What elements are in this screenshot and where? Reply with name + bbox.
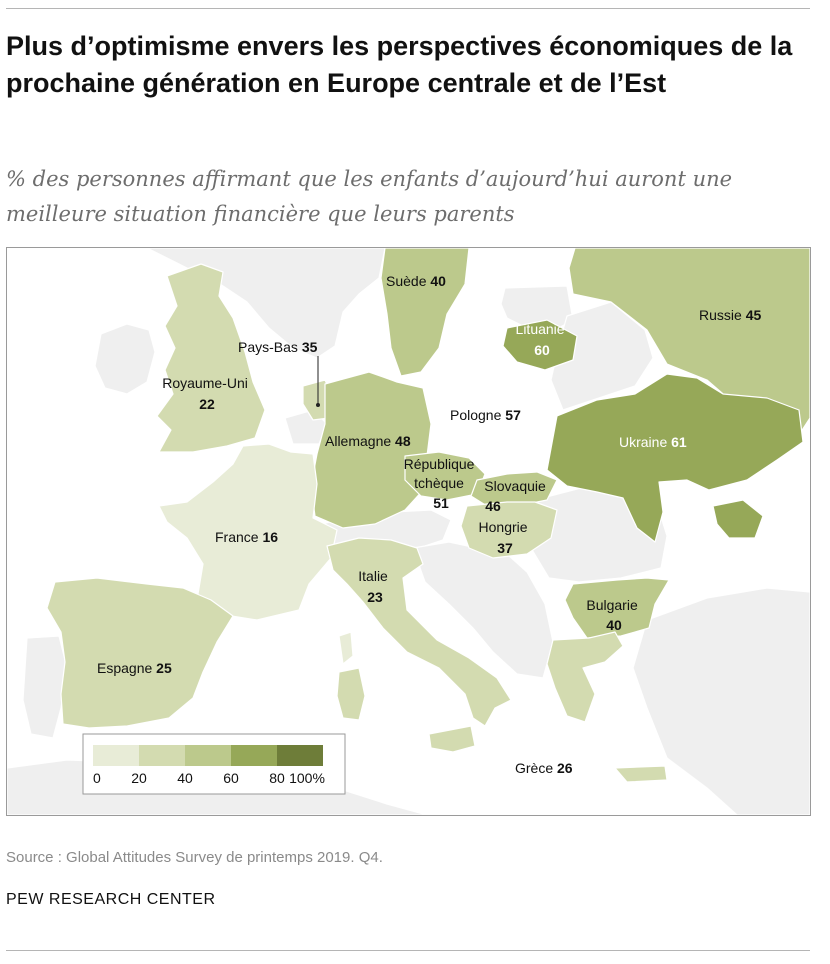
- organization-name: PEW RESEARCH CENTER: [6, 891, 216, 908]
- europe-map: Suède 40 Lituanie 60 Russie 45 Pays-Bas …: [7, 248, 810, 815]
- label-france: France 16: [215, 529, 278, 545]
- country-russie: [568, 248, 810, 439]
- country-royaume-uni: [156, 263, 266, 453]
- legend-tick-100: 100%: [289, 770, 325, 786]
- label-ukraine: Ukraine 61: [619, 434, 687, 450]
- country-italie: [326, 537, 512, 727]
- country-italie-sardaigne: [336, 667, 366, 721]
- land-portugal: [22, 635, 68, 739]
- land-turkey: [632, 587, 810, 815]
- country-ukraine: [546, 373, 804, 543]
- legend-tick-40: 40: [177, 770, 193, 786]
- label-italie: Italie 23: [358, 568, 391, 605]
- country-italie-sicile: [428, 725, 476, 753]
- label-espagne: Espagne 25: [97, 660, 172, 676]
- chart-title: Plus d’optimisme envers les perspectives…: [6, 31, 793, 98]
- country-france-corse: [338, 631, 354, 665]
- bottom-rule: [6, 950, 810, 951]
- legend-swatch-80-100: [277, 745, 323, 766]
- label-russie: Russie 45: [699, 307, 761, 323]
- country-lituanie: [502, 319, 578, 371]
- label-allemagne: Allemagne 48: [325, 433, 411, 449]
- country-slovaquie: [470, 471, 558, 507]
- label-republique-tcheque: République tchèque 51: [404, 456, 479, 511]
- label-pays-bas: Pays-Bas 35: [238, 339, 318, 355]
- label-slovaquie: Slovaquie 46: [484, 478, 549, 514]
- legend-tick-20: 20: [131, 770, 147, 786]
- legend-swatch-20-40: [139, 745, 185, 766]
- map-frame: Suède 40 Lituanie 60 Russie 45 Pays-Bas …: [6, 247, 811, 816]
- legend-tick-0: 0: [93, 770, 101, 786]
- country-ukraine-crimea: [712, 499, 764, 539]
- label-hongrie: Hongrie 37: [479, 519, 532, 556]
- source-note: Source : Global Attitudes Survey de prin…: [6, 849, 383, 866]
- country-bulgarie: [564, 577, 670, 639]
- country-espagne: [46, 577, 234, 729]
- country-grece-crete: [614, 765, 668, 783]
- country-suede: [380, 248, 470, 377]
- legend-tick-60: 60: [223, 770, 239, 786]
- legend-swatch-60-80: [231, 745, 277, 766]
- legend-swatch-40-60: [185, 745, 231, 766]
- land-ireland: [94, 323, 156, 395]
- label-pologne: Pologne 57: [450, 407, 521, 423]
- label-bulgarie: Bulgarie 40: [586, 597, 641, 633]
- country-allemagne: [310, 371, 432, 529]
- label-suede: Suède 40: [386, 273, 446, 289]
- chart-subtitle: % des personnes affirmant que les enfant…: [6, 167, 733, 226]
- legend-swatch-0-20: [93, 745, 139, 766]
- label-lituanie: Lituanie 60: [516, 321, 569, 358]
- label-grece: Grèce 26: [515, 760, 573, 776]
- top-rule: [6, 8, 810, 9]
- legend: 0 20 40 60 80 100%: [82, 733, 346, 795]
- country-france: [158, 443, 338, 621]
- country-hongrie: [460, 501, 558, 559]
- label-royaume-uni: Royaume-Uni 22: [162, 375, 251, 412]
- legend-tick-80: 80: [269, 770, 285, 786]
- country-grece: [546, 631, 624, 723]
- pays-bas-leader-dot: [316, 403, 320, 407]
